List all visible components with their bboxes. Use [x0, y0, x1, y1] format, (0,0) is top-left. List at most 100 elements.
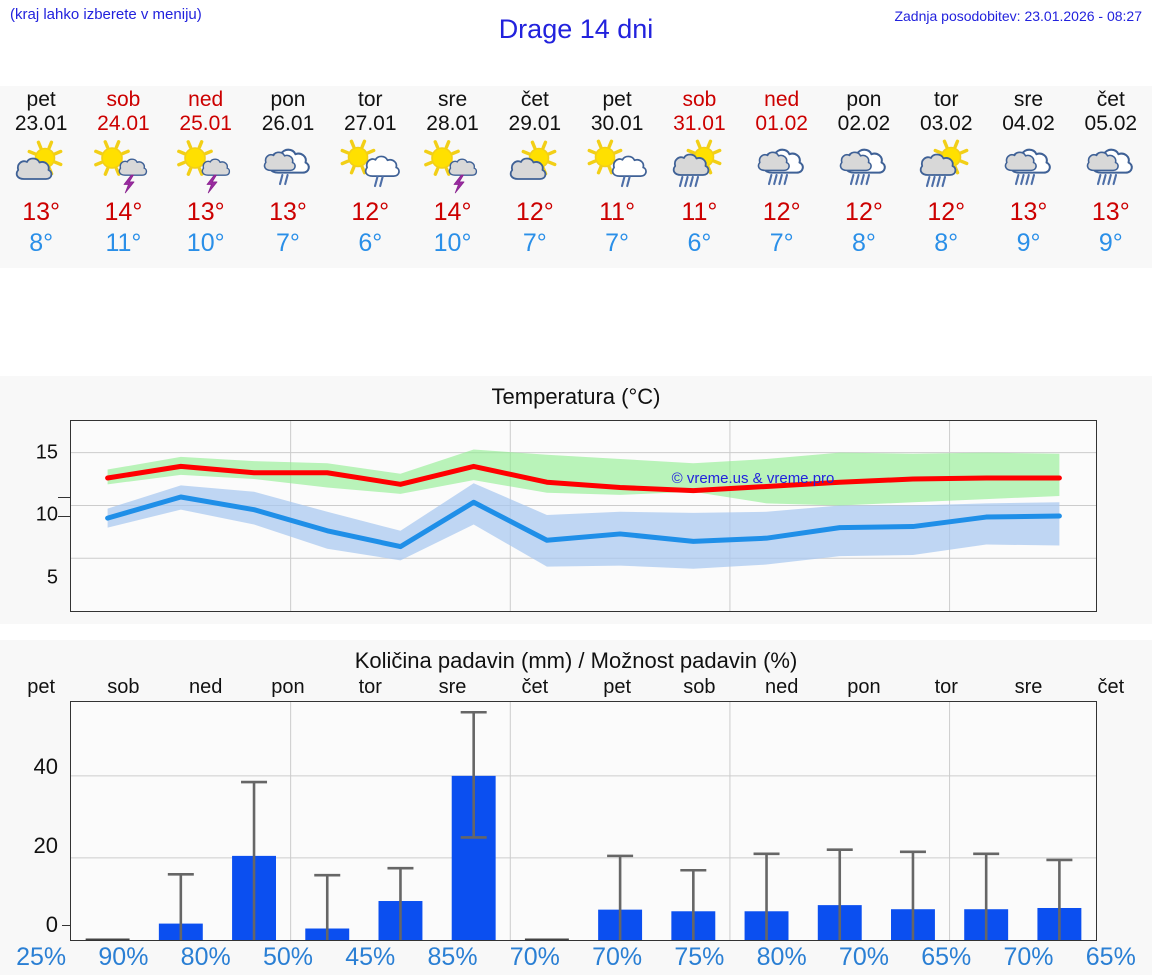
day-low-temp: 8°: [852, 229, 876, 257]
precipitation-probability-label: 70%: [838, 943, 889, 971]
day-date: 24.01: [97, 112, 150, 135]
day-date: 30.01: [590, 112, 644, 135]
day-name: tor: [358, 88, 383, 111]
day-high-temp: 13°: [269, 198, 307, 226]
precipitation-day-labels: pet sob ned pon tor sre čet pet sob ned pon tor sre č…: [0, 676, 1152, 702]
sun-cloud-rain-icon: [910, 139, 982, 195]
temp-ytick-10: 10: [35, 503, 58, 526]
daily-forecast-strip: pet 23.01 13° 8° sob 24.01 14° 11° ned 25.01 13° 10…: [0, 86, 1152, 268]
day-name: sre: [437, 88, 468, 111]
day-name: ned: [764, 88, 800, 111]
precipitation-probability-label: 65%: [921, 943, 972, 971]
day-name: pon: [846, 88, 882, 111]
precipitation-day-label: tor: [358, 676, 382, 698]
precipitation-percent-row: 25% 90% 80% 50% 45% 85% 70% 70% 75% 80% 70% 65% 70% 6…: [0, 943, 1152, 975]
day-date: 25.01: [179, 112, 232, 135]
day-high-temp: 12°: [351, 198, 390, 226]
day-date: 02.02: [837, 112, 891, 135]
day-high-temp: 12°: [515, 198, 554, 226]
day-column[interactable]: pet 30.01 11° 7°: [576, 86, 658, 268]
precipitation-day-label: ned: [189, 676, 223, 698]
sun-thunderstorm-icon: [417, 139, 489, 195]
precipitation-probability-label: 65%: [1085, 943, 1136, 971]
day-name: sre: [1013, 88, 1044, 111]
precipitation-bar: [524, 938, 569, 940]
day-low-temp: 8°: [934, 229, 959, 257]
day-date: 03.02: [919, 112, 973, 135]
day-low-temp: 11°: [105, 229, 142, 257]
temp-ytick-15: 15: [35, 441, 58, 464]
day-column[interactable]: ned 01.02 12° 7°: [741, 86, 823, 268]
day-date: 05.02: [1084, 112, 1138, 135]
day-high-temp: 11°: [599, 198, 636, 226]
day-high-temp: 12°: [927, 198, 966, 226]
precipitation-probability-label: 80%: [756, 943, 807, 971]
precipitation-probability-label: 70%: [1003, 943, 1054, 971]
prec-ytick-20: 20: [33, 833, 58, 858]
precipitation-y-axis: 40 20 0: [0, 701, 70, 941]
day-high-temp: 11°: [681, 198, 718, 226]
day-low-temp: 7°: [769, 229, 794, 257]
day-column[interactable]: sob 31.01 11° 6°: [658, 86, 740, 268]
day-low-temp: 7°: [522, 229, 547, 257]
sun-cloud-light-rain-icon: [334, 139, 406, 195]
precipitation-probability-label: 70%: [509, 943, 560, 971]
temperature-chart-section: Temperatura (°C) 15 10 5 © vreme.us & vr…: [0, 376, 1152, 624]
temperature-plot-area: © vreme.us & vreme.pro: [70, 420, 1097, 612]
day-name: ned: [188, 88, 224, 111]
day-column[interactable]: ned 25.01 13° 10°: [165, 86, 247, 268]
precipitation-probability-label: 75%: [674, 943, 725, 971]
day-low-temp: 9°: [1098, 229, 1123, 257]
day-high-temp: 13°: [186, 198, 225, 226]
day-column[interactable]: pon 02.02 12° 8°: [823, 86, 905, 268]
day-column[interactable]: pet 23.01 13° 8°: [0, 86, 82, 268]
day-low-temp: 10°: [186, 229, 225, 257]
day-column[interactable]: sob 24.01 14° 11°: [82, 86, 164, 268]
day-column[interactable]: čet 05.02 13° 9°: [1070, 86, 1152, 268]
sun-thunderstorm-icon: [87, 139, 159, 195]
precipitation-gridlines: [71, 702, 1096, 940]
precipitation-svg: [71, 702, 1096, 940]
day-column[interactable]: tor 03.02 12° 8°: [905, 86, 987, 268]
cloud-light-rain-icon: [252, 139, 324, 195]
day-low-temp: 8°: [29, 229, 54, 257]
cloud-rain-icon: [746, 139, 818, 195]
day-high-temp: 13°: [22, 198, 61, 226]
day-date: 28.01: [426, 112, 479, 135]
day-low-temp: 6°: [358, 229, 383, 257]
day-date: 04.02: [1002, 112, 1055, 135]
day-low-temp: 7°: [605, 229, 630, 257]
day-date: 31.01: [673, 112, 726, 135]
day-date: 26.01: [261, 112, 315, 135]
day-date: 01.02: [755, 112, 808, 135]
precipitation-chart-section: Količina padavin (mm) / Možnost padavin …: [0, 640, 1152, 975]
precipitation-day-label: pet: [27, 676, 56, 698]
location-menu-note: (kraj lahko izberete v meniju): [10, 6, 202, 23]
day-high-temp: 12°: [845, 198, 883, 226]
day-column[interactable]: pon 26.01 13° 7°: [247, 86, 329, 268]
low-temp-line: [105, 494, 1062, 550]
day-column[interactable]: sre 28.01 14° 10°: [411, 86, 493, 268]
precipitation-day-label: sre: [438, 676, 467, 698]
temperature-chart-title: Temperatura (°C): [491, 384, 661, 409]
cloud-rain-icon: [993, 139, 1065, 195]
precipitation-whiskers: [167, 710, 1073, 940]
day-column[interactable]: sre 04.02 13° 9°: [987, 86, 1069, 268]
temp-ytick-5: 5: [46, 566, 58, 589]
sun-cloud-rain-icon: [663, 139, 735, 195]
day-column[interactable]: tor 27.01 12° 6°: [329, 86, 411, 268]
day-high-temp: 13°: [1091, 198, 1130, 226]
temperature-y-axis: 15 10 5: [0, 420, 70, 612]
precipitation-day-label: sob: [683, 676, 716, 698]
day-name: pon: [270, 88, 306, 111]
high-temp-line: [105, 463, 1062, 494]
precipitation-day-label: sre: [1014, 676, 1043, 698]
day-name: čet: [1096, 88, 1125, 111]
day-low-temp: 9°: [1016, 229, 1041, 257]
day-high-temp: 12°: [762, 198, 801, 226]
precipitation-probability-label: 70%: [592, 943, 643, 971]
precipitation-day-label: pon: [847, 676, 881, 698]
day-column[interactable]: čet 29.01 12° 7°: [494, 86, 576, 268]
day-name: tor: [933, 88, 959, 111]
day-name: sob: [106, 88, 141, 111]
